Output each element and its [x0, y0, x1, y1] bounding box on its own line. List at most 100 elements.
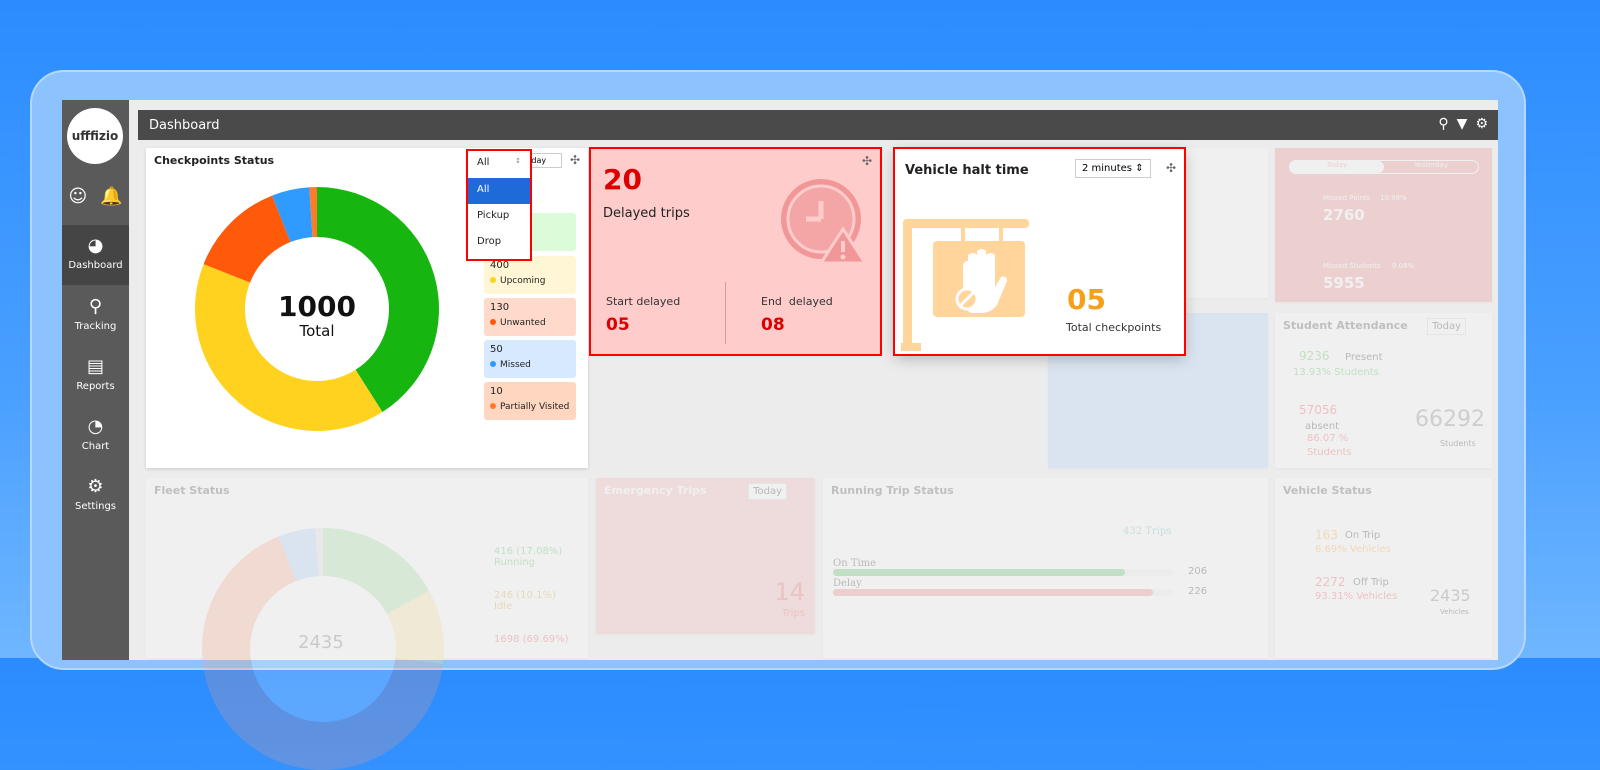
legend-item-partially-visited: 10 Partially Visited [484, 382, 576, 420]
donut-segment-upcoming[interactable] [195, 264, 383, 431]
donut-center-value: 1000 [278, 290, 356, 323]
legend-dot-icon [490, 277, 496, 283]
tab-today[interactable]: Today [1290, 161, 1384, 173]
delayed-label: Delayed trips [603, 206, 690, 221]
offtrip-pct: 93.31% Vehicles [1315, 591, 1398, 602]
legend-value: 10 [490, 386, 503, 397]
pie-chart-icon: ◔ [87, 416, 104, 437]
trips-total: 432 Trips [1123, 526, 1172, 537]
nav-label: Reports [76, 381, 115, 392]
header-bar: Dashboard ⚲ ▼ ⚙ [138, 110, 1498, 140]
halt-time-select[interactable]: 2 minutes ⇕ [1075, 159, 1151, 178]
legend-label: Partially Visited [500, 402, 570, 412]
present-value: 9236 [1299, 349, 1330, 363]
move-icon[interactable]: ✣ [1165, 161, 1176, 175]
gear-icon[interactable]: ⚙ [1475, 116, 1488, 132]
sidebar-item-settings[interactable]: ⚙ Settings [62, 466, 129, 526]
end-delayed-value: 08 [761, 315, 785, 335]
legend-label: Unwanted [500, 318, 546, 328]
filter-icon[interactable]: ▼ [1456, 116, 1468, 132]
type-select-value[interactable]: All ↕ [477, 157, 521, 168]
sidebar-item-reports[interactable]: ▤ Reports [62, 346, 129, 406]
emergency-select[interactable]: Today [748, 483, 787, 500]
sidebar-item-dashboard[interactable]: ◕ Dashboard [62, 225, 129, 285]
card-title: Student Attendance [1283, 319, 1408, 332]
missed-points-pct: 10.98% [1380, 194, 1407, 202]
fleet-legend-running: 416 (17.08%) Running [494, 546, 563, 568]
missed-points-label: Missed Points [1323, 194, 1371, 202]
attendance-card: Student Attendance Today 9236 Present 13… [1275, 313, 1492, 468]
start-delayed-value: 05 [606, 315, 630, 335]
offtrip-value: 2272 [1315, 575, 1346, 589]
running-card: Running Trip Status 432 Trips On Time 20… [823, 478, 1268, 658]
delayed-value: 20 [603, 163, 642, 196]
sidebar-item-tracking[interactable]: ⚲ Tracking [62, 286, 129, 346]
donut-center-label: Total [299, 322, 335, 340]
vehicle-total: 2435 [1430, 586, 1471, 605]
sidebar-item-chart[interactable]: ◔ Chart [62, 406, 129, 466]
user-icon[interactable]: ☺ [68, 186, 88, 207]
legend-item-upcoming: 400 Upcoming [484, 256, 576, 294]
nav-label: Settings [74, 501, 116, 512]
gear-icon: ⚙ [87, 476, 104, 497]
ontrip-value: 163 [1315, 528, 1338, 542]
halt-value: 05 [1067, 283, 1106, 316]
attendance-select[interactable]: Today [1427, 318, 1466, 335]
dropdown-option-all[interactable]: All [468, 178, 530, 204]
attendance-total-label: Students [1440, 439, 1476, 448]
delay-value: 226 [1188, 586, 1208, 597]
missed-students-value: 5955 [1323, 274, 1365, 292]
halt-label: Total checkpoints [1066, 321, 1162, 334]
legend-label: Upcoming [500, 276, 546, 286]
missed-students-label: Missed Students [1323, 262, 1381, 270]
ontime-label: On Time [833, 558, 877, 569]
delay-bar [833, 589, 1153, 596]
tab-yesterday[interactable]: Yesterday [1414, 161, 1448, 169]
type-dropdown[interactable]: All ↕ All Pickup Drop [466, 149, 532, 261]
ontrip-label: On Trip [1345, 530, 1381, 541]
legend-item-unwanted: 130 Unwanted [484, 298, 576, 336]
halt-sign-icon [901, 219, 1029, 351]
donut-segment-unwanted[interactable] [203, 195, 291, 283]
legend-item-missed: 50 Missed [484, 340, 576, 378]
report-icon: ▤ [86, 356, 104, 377]
bell-icon[interactable]: 🔔 [100, 186, 123, 207]
checkpoints-donut [195, 187, 439, 431]
missed-students-pct: 9.08% [1392, 262, 1415, 270]
fleet-legend-stopped: 1698 (69.69%) [494, 634, 569, 645]
move-icon[interactable]: ✣ [861, 154, 872, 168]
emergency-card: Emergency Trips Today 14 Trips [596, 478, 815, 634]
move-icon[interactable]: ✣ [569, 153, 580, 167]
ontime-bar [833, 569, 1126, 576]
location-pin-icon: ⚲ [88, 296, 103, 317]
present-pct: 13.93% Students [1293, 367, 1379, 378]
sidebar: ufffizio ☺ 🔔 ◕ Dashboard ⚲ Tracking ▤ Report… [62, 100, 129, 660]
vehicle-status-card: Vehicle Status 163 On Trip 6.69% Vehicle… [1275, 478, 1492, 658]
checkpoints-card: Checkpoints Status Today ✣ 1000 Total 40… [146, 148, 588, 468]
donut-segment-unlabeled[interactable] [317, 187, 439, 413]
dropdown-option-pickup[interactable]: Pickup [477, 210, 510, 221]
missed-card: Today Yesterday Missed Points 10.98% 2760… [1275, 148, 1492, 302]
emergency-value: 14 [774, 578, 805, 606]
card-title: Running Trip Status [831, 484, 954, 497]
legend-value: 50 [490, 344, 503, 355]
donut-segment-partially-visited[interactable] [309, 187, 317, 238]
donut-segment-missed[interactable] [272, 187, 313, 243]
absent-pct: 86.07 % [1307, 433, 1349, 444]
attendance-total: 66292 [1415, 407, 1485, 432]
missed-points-value: 2760 [1323, 206, 1365, 224]
dropdown-option-drop[interactable]: Drop [477, 236, 502, 247]
logo: ufffizio [67, 108, 123, 164]
delay-label: Delay [833, 578, 862, 589]
fleet-card: Fleet Status 2435 416 (17.08%) Running 24… [146, 478, 588, 770]
legend-dot-icon [490, 319, 496, 325]
absent-value: 57056 [1299, 403, 1338, 417]
present-label: Present [1345, 352, 1383, 363]
fleet-total: 2435 [298, 632, 344, 653]
ontrip-pct: 6.69% Vehicles [1315, 544, 1391, 555]
gauge-icon: ◕ [87, 235, 104, 256]
end-delayed-label: End delayed [761, 295, 833, 308]
search-icon[interactable]: ⚲ [1438, 116, 1449, 132]
card-title: Checkpoints Status [154, 154, 275, 167]
clock-warning-icon [781, 179, 866, 265]
